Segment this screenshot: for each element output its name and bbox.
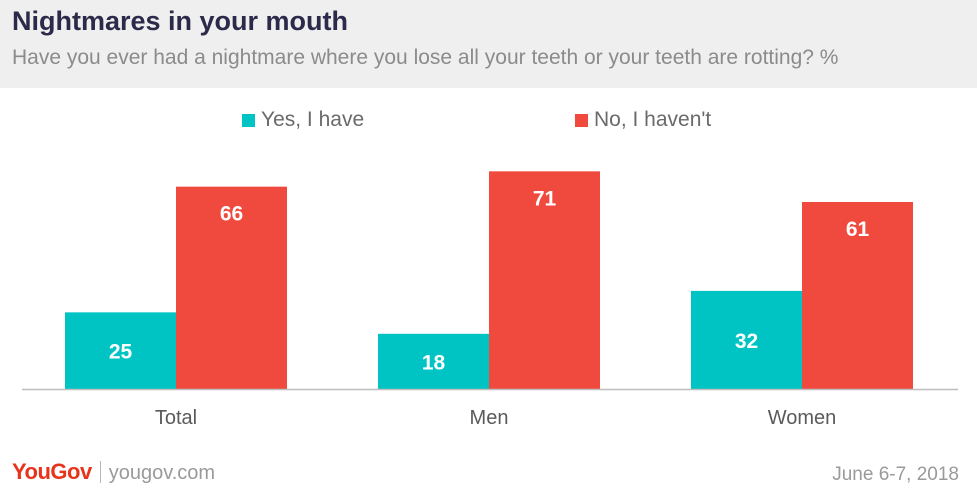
- bar-no-total: [176, 186, 287, 389]
- legend-swatch-yes: [242, 113, 255, 127]
- chart-title: Nightmares in your mouth: [12, 6, 349, 36]
- legend-label-yes: Yes, I have: [261, 108, 365, 131]
- legend-item-yes: Yes, I have: [242, 108, 364, 132]
- data-label-yes-men: 18: [422, 351, 446, 374]
- header-band: Nightmares in your mouth Have you ever h…: [0, 0, 977, 88]
- bar-yes-men: [378, 333, 489, 389]
- logo-divider: [99, 461, 101, 483]
- category-label-women: Women: [768, 407, 837, 429]
- data-label-no-men: 71: [533, 187, 557, 210]
- category-label-men: Men: [470, 407, 509, 429]
- data-label-yes-total: 25: [109, 341, 133, 364]
- category-label-total: Total: [155, 407, 197, 429]
- chart-subtitle: Have you ever had a nightmare where you …: [12, 46, 839, 69]
- yougov-logo: YouGov yougov.com: [12, 459, 215, 485]
- data-label-no-total: 66: [220, 203, 243, 226]
- brand-url: yougov.com: [108, 462, 216, 484]
- legend-swatch-no: [575, 113, 588, 127]
- data-label-yes-women: 32: [735, 330, 758, 353]
- bar-yes-women: [691, 290, 802, 389]
- bar-no-women: [802, 201, 913, 389]
- brand-name: YouGov: [12, 459, 92, 484]
- survey-date: June 6-7, 2018: [832, 464, 959, 485]
- bar-yes-total: [65, 312, 176, 389]
- data-label-no-women: 61: [846, 218, 870, 241]
- bar-no-men: [489, 171, 600, 389]
- legend-label-no: No, I haven't: [594, 108, 712, 131]
- chart-legend: Yes, I have No, I haven't: [0, 108, 977, 134]
- legend-item-no: No, I haven't: [575, 108, 711, 132]
